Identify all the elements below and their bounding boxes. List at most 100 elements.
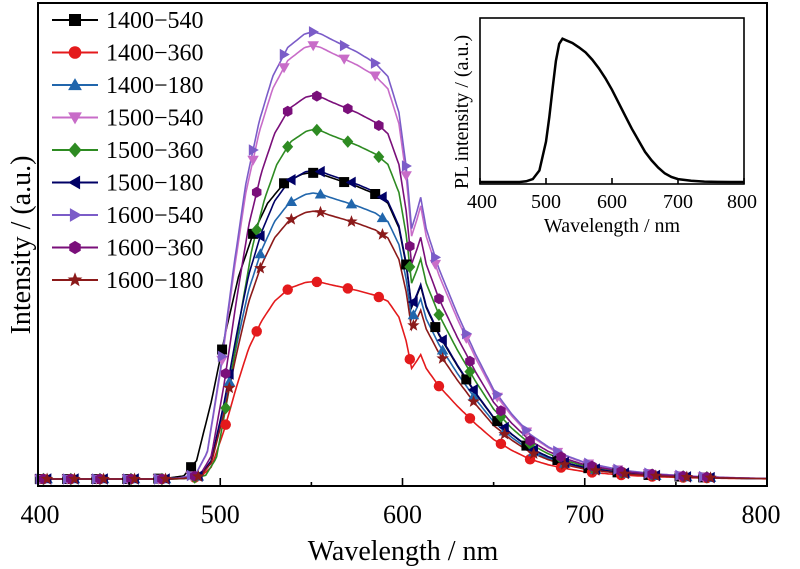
series-6-marker-14 <box>436 334 447 346</box>
inset-y-axis-title: PL intensity / (a.u.) <box>451 35 473 189</box>
series-7-marker-17 <box>522 424 533 437</box>
series-7-marker-18 <box>553 445 564 458</box>
series-9-marker-18 <box>558 458 571 470</box>
series-5-marker-13 <box>404 260 416 274</box>
series-7-marker-13 <box>401 160 412 172</box>
legend-marker-9 <box>67 272 83 287</box>
main-x-tick-label-800: 800 <box>742 500 781 529</box>
series-8-marker-14 <box>434 293 444 305</box>
series-9-marker-21 <box>649 469 663 482</box>
series-9-marker-12 <box>376 227 389 240</box>
legend-marker-7 <box>69 208 82 222</box>
inset-x-axis-title: Wavelength / nm <box>544 215 681 237</box>
series-6-marker-11 <box>345 176 356 189</box>
series-4-marker-12 <box>369 71 381 82</box>
series-5-marker-12 <box>373 150 385 164</box>
series-9-marker-10 <box>314 205 327 218</box>
inset-plot: 400 500 600 700 800 Wavelength / nm PL inten… <box>451 17 757 237</box>
series-9-marker-4 <box>128 472 141 485</box>
series-8-marker-7 <box>220 367 231 379</box>
legend-label-4: 1500−540 <box>106 106 204 132</box>
series-2-marker-10 <box>311 276 323 288</box>
series-6-marker-9 <box>285 174 296 186</box>
series-3-marker-12 <box>376 212 389 223</box>
series-4-marker-10 <box>307 41 319 52</box>
series-9-marker-5 <box>159 472 172 485</box>
series-8-marker-13 <box>405 240 415 252</box>
series-6-marker-15 <box>467 384 478 396</box>
legend-label-2: 1400−360 <box>106 41 204 67</box>
series-line-2 <box>38 280 767 480</box>
series-9-marker-14 <box>436 351 449 364</box>
legend-label-8: 1600−360 <box>106 236 204 262</box>
inset-x-tick-label-500: 500 <box>531 191 561 213</box>
main-series-markers <box>34 26 717 486</box>
series-2-marker-16 <box>495 438 507 450</box>
series-4-marker-11 <box>338 54 350 65</box>
series-3-marker-8 <box>254 248 267 259</box>
series-9-marker-7 <box>223 381 236 394</box>
series-4-marker-9 <box>278 63 290 74</box>
series-2-marker-9 <box>282 284 293 295</box>
series-5-marker-9 <box>282 140 294 154</box>
series-1-marker-6 <box>186 462 197 473</box>
series-2-marker-12 <box>373 291 385 303</box>
series-8-marker-11 <box>343 103 353 115</box>
series-4-marker-14 <box>429 259 442 270</box>
main-x-ticks <box>37 478 768 486</box>
series-2-marker-11 <box>342 283 354 294</box>
series-6-marker-10 <box>314 165 325 178</box>
series-9-marker-17 <box>527 447 540 459</box>
inset-x-tick-labels: 400 500 600 700 800 <box>467 191 757 213</box>
series-7-marker-9 <box>279 48 290 61</box>
series-7-marker-11 <box>339 39 350 52</box>
series-4-marker-8 <box>247 155 259 166</box>
legend-marker-6 <box>68 175 81 190</box>
main-x-tick-label-700: 700 <box>565 500 604 529</box>
series-7-marker-10 <box>308 26 319 38</box>
series-9-marker-19 <box>589 463 602 476</box>
series-9-marker-2 <box>68 472 81 485</box>
legend-marker-3 <box>68 78 82 91</box>
legend-label-7: 1600−540 <box>106 203 204 229</box>
series-9-marker-20 <box>618 467 632 480</box>
legend-label-9: 1600−180 <box>106 268 204 294</box>
series-9-marker-23 <box>704 471 717 484</box>
series-9-marker-13 <box>407 318 420 331</box>
legend-marker-1 <box>69 14 81 26</box>
inset-x-tick-label-600: 600 <box>597 191 627 213</box>
series-3-marker-13 <box>407 309 420 320</box>
series-7-marker-7 <box>217 350 228 363</box>
series-4-marker-13 <box>400 171 412 182</box>
series-7-marker-8 <box>248 144 259 156</box>
series-7-marker-14 <box>431 251 442 264</box>
series-8-marker-17 <box>525 435 535 447</box>
series-3-marker-7 <box>223 376 236 387</box>
series-9-marker-8 <box>254 261 267 274</box>
inset-x-ticks <box>479 178 745 184</box>
series-9-marker-9 <box>285 212 298 225</box>
series-6-marker-12 <box>376 191 387 203</box>
series-5-marker-8 <box>251 223 263 237</box>
series-2-marker-13 <box>404 353 416 365</box>
main-plot: 400 500 600 700 800 Wavelength / nm Intensit… <box>6 2 781 567</box>
legend-label-3: 1400−180 <box>106 73 204 99</box>
series-9-marker-3 <box>97 472 110 485</box>
series-9-marker-22 <box>680 470 693 483</box>
legend: 1400−540 1400−360 1400−180 1500−540 1500−360… <box>52 8 204 294</box>
inset-frame-bg <box>480 18 744 184</box>
series-9-marker-15 <box>467 395 480 407</box>
series-3-marker-9 <box>285 196 298 207</box>
main-x-tick-label-500: 500 <box>201 500 240 529</box>
legend-marker-2 <box>68 46 82 59</box>
inset-series-line <box>480 37 744 184</box>
series-8-marker-18 <box>556 451 566 463</box>
main-x-tick-label-400: 400 <box>21 500 60 529</box>
series-2-marker-15 <box>464 413 476 424</box>
series-7-marker-12 <box>370 57 381 69</box>
series-5-marker-11 <box>342 135 354 148</box>
series-7-marker-15 <box>462 327 473 340</box>
series-8-marker-15 <box>465 355 475 367</box>
series-1-marker-12 <box>370 189 381 200</box>
